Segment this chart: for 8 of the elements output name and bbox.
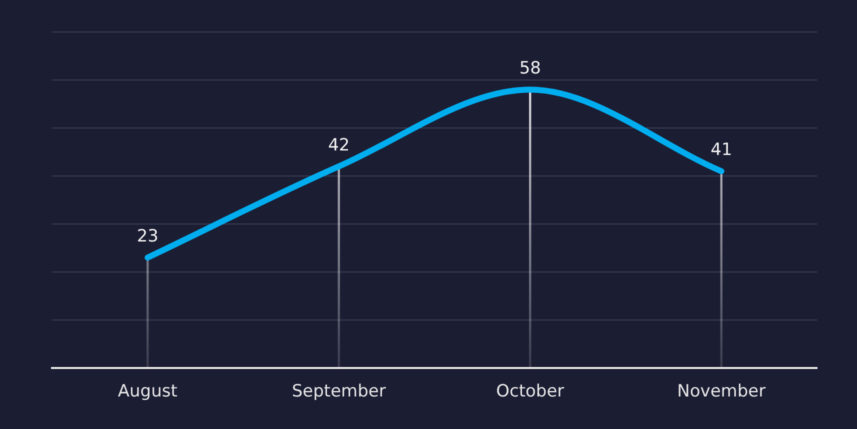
- x-tick-label: August: [118, 382, 178, 402]
- data-label: 42: [328, 135, 350, 156]
- data-label: 23: [136, 226, 158, 247]
- data-label: 58: [519, 58, 541, 79]
- x-tick-label: November: [677, 382, 766, 402]
- x-tick-label: September: [292, 382, 386, 402]
- x-tick-label: October: [496, 382, 564, 402]
- data-label: 41: [710, 140, 732, 160]
